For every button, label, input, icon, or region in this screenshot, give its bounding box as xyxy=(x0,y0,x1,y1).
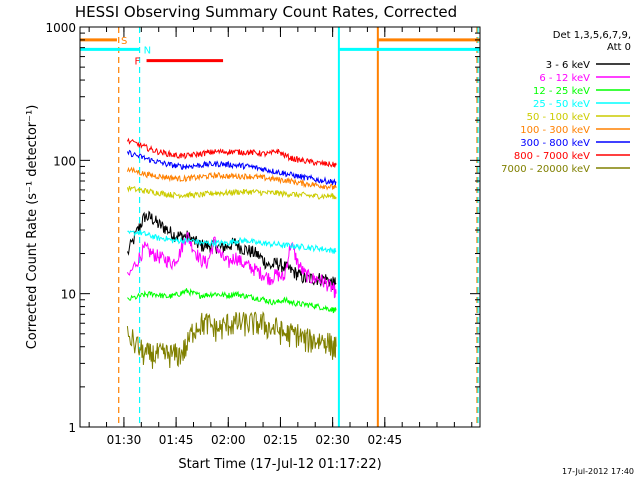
series-line-3-6-kev xyxy=(126,210,337,290)
y-tick-label: 1000 xyxy=(45,21,76,35)
flag-s-label: S xyxy=(121,36,127,47)
series-line-300-800-kev xyxy=(126,149,337,185)
x-tick-label: 01:30 xyxy=(107,433,142,447)
legend-header-attenuator: Att 0 xyxy=(607,42,631,53)
legend-label-800-7000-kev: 800 - 7000 keV xyxy=(514,151,590,162)
axis-ticks: 01:30 01:45 02:00 02:15 02:30 02:45 1 10 100 1000 xyxy=(45,21,480,447)
legend-label-300-800-kev: 300 - 800 keV xyxy=(520,138,590,149)
x-axis-label: Start Time (17-Jul-12 01:17:22) xyxy=(178,457,381,472)
x-tick-label: 01:45 xyxy=(159,433,194,447)
series-line-6-12-kev xyxy=(126,231,337,299)
y-axis-label: Corrected Count Rate (s⁻¹ detector⁻¹) xyxy=(25,105,40,350)
legend-label-25-50-kev: 25 - 50 keV xyxy=(533,99,590,110)
legend-label-3-6-kev: 3 - 6 keV xyxy=(546,60,590,71)
legend-label-100-300-kev: 100 - 300 keV xyxy=(520,125,590,136)
series-line-12-25-kev xyxy=(127,287,337,314)
generated-timestamp: 17-Jul-2012 17:40 xyxy=(562,467,634,476)
chart-title: HESSI Observing Summary Count Rates, Cor… xyxy=(75,3,457,21)
plot-data: S NF xyxy=(80,27,480,427)
x-tick-label: 02:00 xyxy=(211,433,246,447)
y-tick-label: 100 xyxy=(53,154,76,168)
series-line-800-7000-kev xyxy=(126,137,337,168)
y-tick-label: 1 xyxy=(68,421,76,435)
legend: Det 1,3,5,6,7,9, Att 0 3 - 6 keV 6 - 12 k… xyxy=(501,30,631,175)
legend-label-12-25-kev: 12 - 25 keV xyxy=(533,86,590,97)
x-tick-label: 02:45 xyxy=(368,433,403,447)
y-tick-label: 10 xyxy=(61,288,76,302)
series-line-100-300-kev xyxy=(126,166,337,191)
series-line-50-100-kev xyxy=(126,185,337,200)
x-tick-label: 02:30 xyxy=(315,433,350,447)
x-tick-label: 02:15 xyxy=(263,433,298,447)
flag-f-label: F xyxy=(135,57,141,68)
legend-label-6-12-kev: 6 - 12 keV xyxy=(539,73,590,84)
legend-label-50-100-kev: 50 - 100 keV xyxy=(527,112,591,123)
series-line-25-50-kev xyxy=(127,229,337,254)
series-line-7000-20000-kev xyxy=(126,310,337,369)
legend-label-7000-20000-kev: 7000 - 20000 keV xyxy=(501,164,590,175)
legend-header-detectors: Det 1,3,5,6,7,9, xyxy=(553,30,631,41)
flag-n-label: N xyxy=(144,45,151,56)
